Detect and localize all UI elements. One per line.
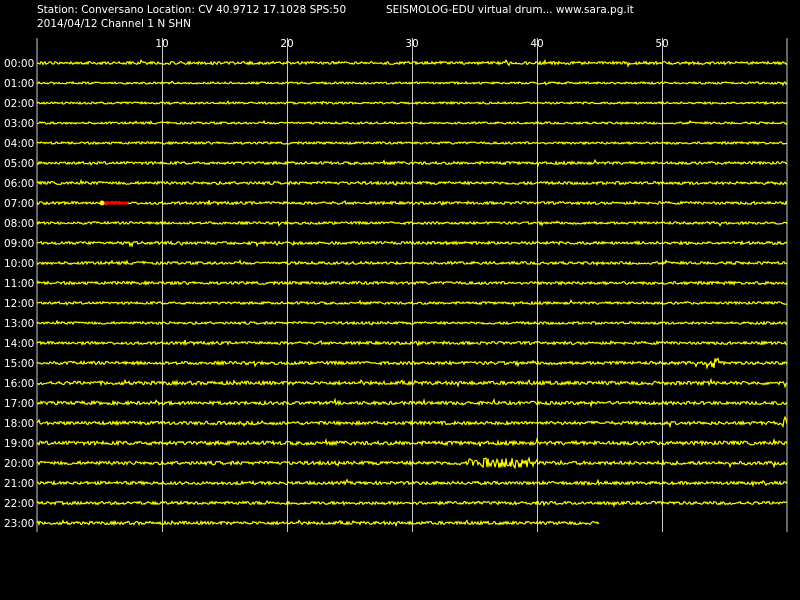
hour-label-17-00: 17:00 <box>4 398 34 410</box>
x-tick-label-50: 50 <box>655 38 668 50</box>
event-markers <box>99 200 129 206</box>
hour-label-19-00: 19:00 <box>4 438 34 450</box>
hour-label-07-00: 07:00 <box>4 198 34 210</box>
trace-row-00-00 <box>36 58 788 68</box>
hour-label-11-00: 11:00 <box>4 278 34 290</box>
hour-label-05-00: 05:00 <box>4 158 34 170</box>
hour-label-23-00: 23:00 <box>4 518 34 530</box>
x-tick-labels: 10 20 30 40 50 <box>155 38 668 50</box>
x-tick-label-40: 40 <box>530 38 543 50</box>
hour-label-22-00: 22:00 <box>4 498 34 510</box>
trace-row-14-00 <box>36 339 788 347</box>
trace-row-06-00 <box>36 178 788 187</box>
trace-row-03-00 <box>36 119 788 126</box>
hour-label-08-00: 08:00 <box>4 218 34 230</box>
x-tick-label-30: 30 <box>405 38 418 50</box>
trace-row-23-00 <box>36 519 600 528</box>
x-tick-label-10: 10 <box>155 38 168 50</box>
trace-lines <box>36 58 788 528</box>
event-marker-point <box>99 200 105 206</box>
trace-row-13-00 <box>36 319 788 326</box>
trace-row-20-00 <box>36 456 788 470</box>
trace-row-01-00 <box>36 80 788 87</box>
grid-lines <box>36 38 788 532</box>
trace-row-05-00 <box>36 158 788 168</box>
trace-row-12-00 <box>36 299 788 308</box>
brand-info: SEISMOLOG-EDU virtual drum... www.sara.p… <box>386 4 634 16</box>
hour-label-14-00: 14:00 <box>4 338 34 350</box>
hour-label-10-00: 10:00 <box>4 258 34 270</box>
hour-label-13-00: 13:00 <box>4 318 34 330</box>
hour-label-00-00: 00:00 <box>4 58 34 70</box>
trace-row-07-00 <box>36 199 788 207</box>
hour-labels: 00:00 01:00 02:00 03:00 04:00 05:00 06:00 07:00… <box>4 58 34 530</box>
hour-label-12-00: 12:00 <box>4 298 34 310</box>
x-tick-label-20: 20 <box>280 38 293 50</box>
trace-row-04-00 <box>36 140 787 146</box>
trace-row-19-00 <box>36 437 788 447</box>
trace-row-21-00 <box>36 478 788 488</box>
hour-label-18-00: 18:00 <box>4 418 34 430</box>
trace-row-18-00 <box>36 415 788 429</box>
trace-row-15-00 <box>36 357 788 370</box>
hour-label-01-00: 01:00 <box>4 78 34 90</box>
hour-label-04-00: 04:00 <box>4 138 34 150</box>
trace-row-09-00 <box>36 239 788 248</box>
trace-row-10-00 <box>36 258 788 267</box>
hour-label-02-00: 02:00 <box>4 98 34 110</box>
hour-label-16-00: 16:00 <box>4 378 34 390</box>
trace-row-22-00 <box>36 499 788 508</box>
trace-row-02-00 <box>36 100 788 106</box>
trace-row-17-00 <box>36 397 788 409</box>
trace-row-16-00 <box>36 377 787 389</box>
hour-label-15-00: 15:00 <box>4 358 34 370</box>
date-channel-info: 2014/04/12 Channel 1 N SHN <box>37 18 191 30</box>
hour-label-20-00: 20:00 <box>4 458 34 470</box>
trace-row-08-00 <box>36 220 788 227</box>
station-info: Station: Conversano Location: CV 40.9712… <box>37 4 346 16</box>
hour-label-03-00: 03:00 <box>4 118 34 130</box>
hour-label-06-00: 06:00 <box>4 178 34 190</box>
hour-label-09-00: 09:00 <box>4 238 34 250</box>
hour-label-21-00: 21:00 <box>4 478 34 490</box>
trace-row-11-00 <box>36 279 788 287</box>
